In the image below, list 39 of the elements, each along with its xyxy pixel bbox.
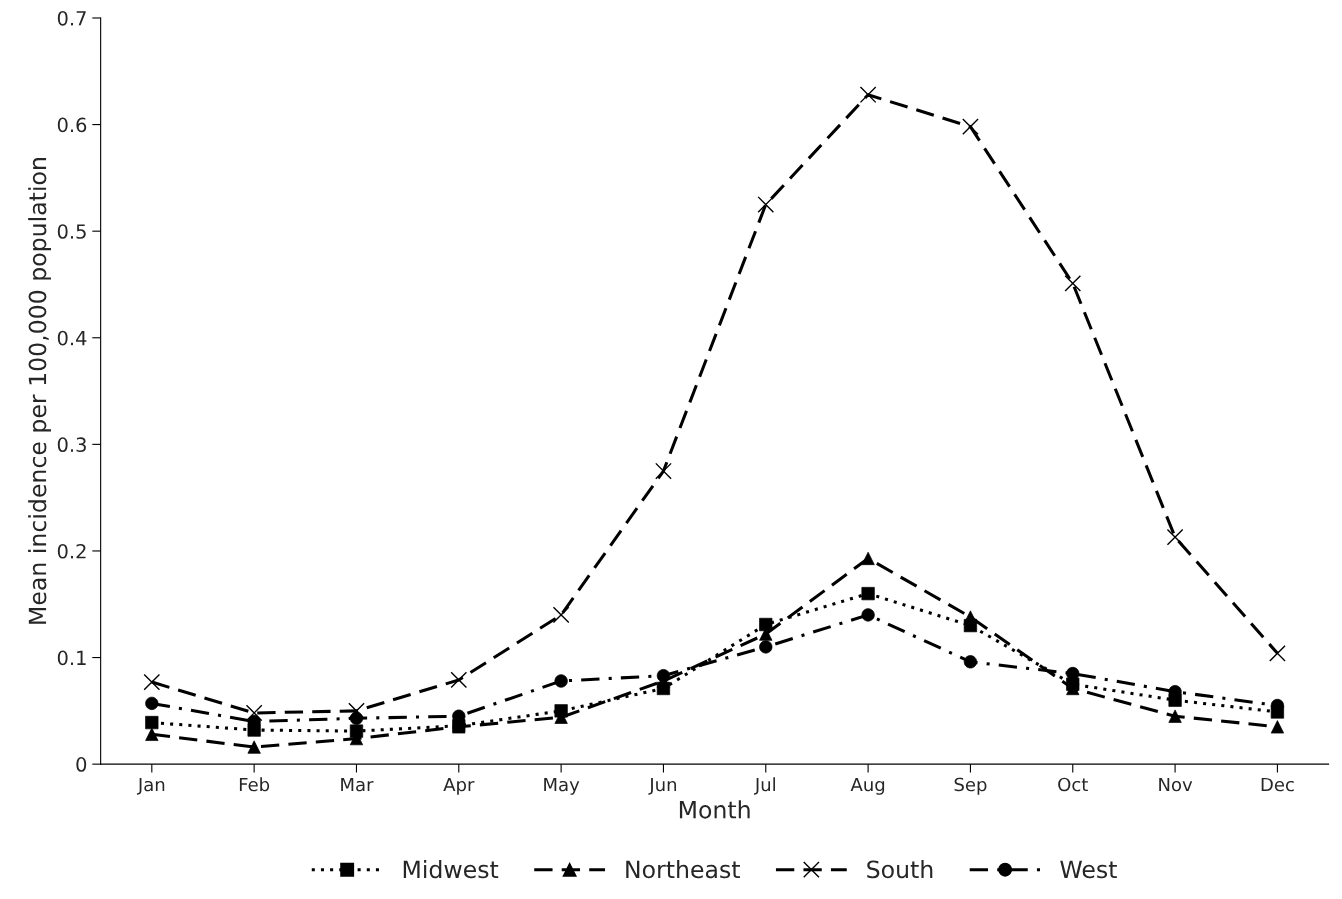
x-tick-label: Sep <box>954 777 987 795</box>
point <box>143 673 161 691</box>
x-tick-label: Jan <box>136 777 165 795</box>
point <box>861 587 875 601</box>
x-tick-label: Jul <box>753 777 775 795</box>
legend-label: Northeast <box>626 860 740 879</box>
y-tick-label: 0.6 <box>57 117 87 133</box>
point <box>1166 528 1184 546</box>
point <box>962 118 979 136</box>
legend-label: South <box>867 860 933 879</box>
legend-label: West <box>1060 860 1117 879</box>
y-tick-label: 0.1 <box>57 650 86 666</box>
x-tick-label: Nov <box>1159 777 1193 792</box>
y-tick-label: 0.5 <box>57 224 86 239</box>
x-tick-label: May <box>544 777 580 795</box>
y-axis-title: Mean incidence per 100,000 population <box>28 158 51 624</box>
point <box>552 606 570 624</box>
x-tick-label: Oct <box>1058 777 1088 792</box>
point <box>859 86 877 104</box>
x-tick-label: Mar <box>341 777 374 792</box>
point <box>757 196 775 213</box>
point <box>655 462 672 480</box>
point <box>1269 644 1286 662</box>
y-tick-label: 0 <box>76 757 87 772</box>
y-tick-label: 0.4 <box>57 330 87 346</box>
y-tick-label: 0.2 <box>57 543 86 559</box>
legend-label: Midwest <box>403 860 499 879</box>
point <box>245 704 263 722</box>
x-axis-title: Month <box>679 800 750 819</box>
x-tick-label: Aug <box>850 777 885 795</box>
point <box>1064 275 1082 292</box>
y-tick-label: 0.7 <box>57 10 86 26</box>
x-tick-label: Jun <box>648 777 677 795</box>
point <box>450 671 468 689</box>
x-tick-label: Dec <box>1261 777 1294 792</box>
point <box>145 727 159 741</box>
x-tick-label: Apr <box>443 777 475 795</box>
x-tick-label: Feb <box>239 777 270 792</box>
y-tick-label: 0.3 <box>57 437 86 453</box>
